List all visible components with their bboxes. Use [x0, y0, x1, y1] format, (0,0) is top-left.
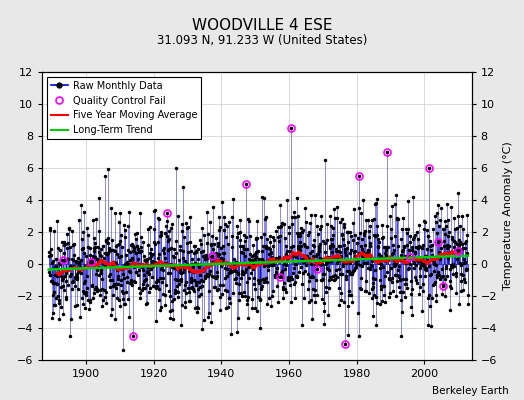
Text: Berkeley Earth: Berkeley Earth	[432, 386, 508, 396]
Text: 31.093 N, 91.233 W (United States): 31.093 N, 91.233 W (United States)	[157, 34, 367, 47]
Y-axis label: Temperature Anomaly (°C): Temperature Anomaly (°C)	[503, 142, 512, 290]
Text: WOODVILLE 4 ESE: WOODVILLE 4 ESE	[192, 18, 332, 33]
Legend: Raw Monthly Data, Quality Control Fail, Five Year Moving Average, Long-Term Tren: Raw Monthly Data, Quality Control Fail, …	[47, 77, 201, 139]
